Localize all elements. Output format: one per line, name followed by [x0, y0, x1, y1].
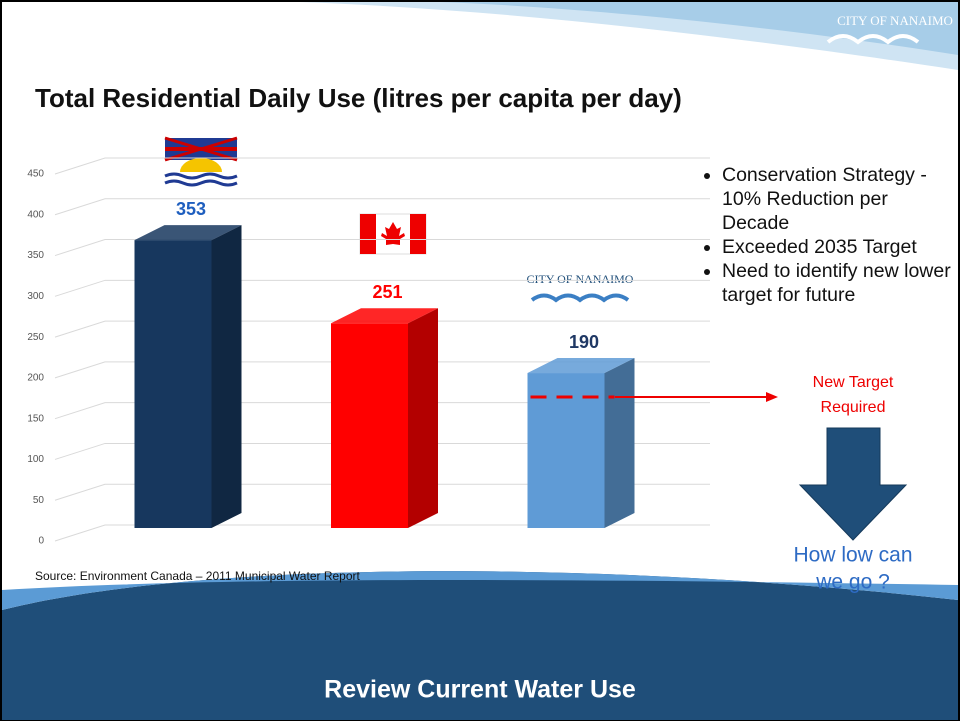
- logo-text: CITY OF NANAIMO: [527, 272, 634, 286]
- y-tick-label: 150: [27, 413, 44, 424]
- y-tick-label: 350: [27, 250, 44, 261]
- grid-line: [54, 239, 710, 257]
- bars: 0 50 100 150 200 250 300 350 400 450: [27, 157, 710, 547]
- bar: [527, 373, 605, 528]
- grid-line: [54, 524, 710, 542]
- y-tick-label: 400: [27, 209, 44, 220]
- bar-top: [527, 358, 635, 374]
- bullet: Exceeded 2035 Target: [722, 235, 960, 259]
- bottom-band: [2, 571, 958, 720]
- arrow-head: [766, 392, 778, 402]
- y-tick-label: 250: [27, 332, 44, 343]
- bar-side: [211, 225, 242, 528]
- value-label: 353: [176, 199, 206, 219]
- y-tick-label: 300: [27, 291, 44, 302]
- grid-line: [54, 483, 710, 501]
- grid-line: [54, 442, 710, 460]
- y-tick-label: 50: [33, 495, 45, 506]
- bc-flag: [164, 136, 238, 188]
- annotation: Required: [821, 399, 886, 416]
- bar-top: [331, 308, 438, 324]
- bar-side: [604, 358, 635, 528]
- down-arrow: [798, 427, 908, 541]
- canada-flag: [359, 213, 427, 255]
- grid-line: [54, 279, 710, 297]
- logo-text: CITY OF NANAIMO: [837, 13, 953, 28]
- bar-top: [134, 225, 242, 241]
- value-label: 251: [372, 282, 402, 302]
- grid-line: [54, 198, 710, 216]
- grid-line: [54, 320, 710, 338]
- bullet: Conservation Strategy - 10% Reduction pe…: [722, 163, 960, 235]
- logo-wave: [530, 293, 630, 303]
- y-tick-label: 100: [27, 454, 44, 465]
- bar-side: [408, 308, 438, 528]
- question: How low can: [793, 544, 912, 567]
- grid-line: [54, 361, 710, 379]
- bar: [331, 323, 408, 528]
- bullets: Conservation Strategy - 10% Reduction pe…: [700, 163, 960, 307]
- y-tick-label: 450: [27, 169, 44, 180]
- y-tick-label: 200: [27, 373, 44, 384]
- y-tick-label: 0: [38, 536, 44, 547]
- source: Source: Environment Canada – 2011 Munici…: [35, 569, 361, 583]
- annotation: New Target: [813, 374, 894, 391]
- logo-wave: [826, 34, 920, 45]
- grid-line: [54, 402, 710, 420]
- chart-title: Total Residential Daily Use (litres per …: [35, 83, 682, 113]
- value-label: 190: [569, 332, 599, 352]
- question: we go ?: [815, 571, 890, 594]
- bullet: Need to identify new lower target for fu…: [722, 259, 960, 307]
- bar: [134, 240, 212, 528]
- grid-line: [54, 157, 710, 175]
- bottom-swoosh: [2, 571, 958, 610]
- footer: Review Current Water Use: [324, 676, 636, 704]
- top-swoosh: [440, 2, 958, 55]
